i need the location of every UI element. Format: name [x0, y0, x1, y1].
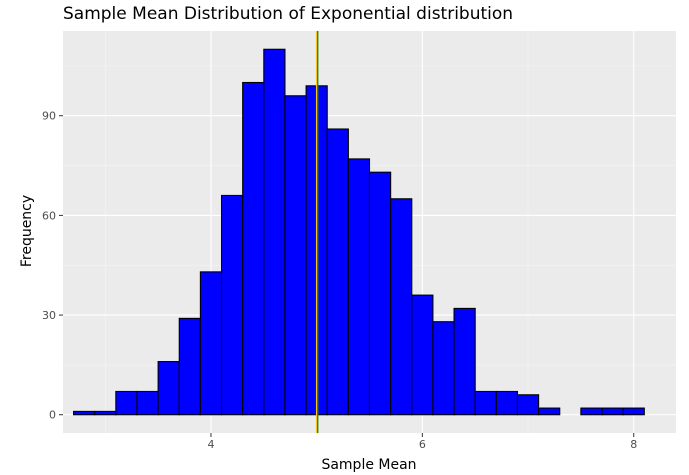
- histogram-bar: [178, 317, 201, 416]
- y-tick-label: 90: [42, 110, 56, 123]
- histogram-bar: [622, 407, 645, 416]
- histogram-bar: [538, 407, 561, 416]
- histogram-bar: [390, 198, 413, 416]
- histogram-bar: [284, 95, 307, 416]
- histogram-bar: [432, 321, 455, 416]
- histogram-bar: [601, 407, 624, 416]
- histogram-bar: [495, 390, 519, 416]
- histogram-bar: [157, 361, 180, 416]
- histogram-bar: [263, 48, 286, 416]
- histogram-bar: [580, 407, 603, 416]
- histogram-bar: [516, 394, 540, 416]
- histogram-bar: [73, 410, 96, 416]
- histogram-bar: [411, 294, 434, 416]
- x-tick-label: 4: [207, 438, 214, 451]
- y-tick-label: 0: [49, 409, 56, 422]
- histogram-bar: [368, 171, 392, 416]
- histogram-bar: [474, 390, 497, 416]
- x-tick-label: 8: [630, 438, 637, 451]
- x-axis-title: Sample Mean: [321, 457, 416, 473]
- histogram-bar: [326, 128, 349, 416]
- histogram-bar: [220, 194, 244, 416]
- histogram-bar: [136, 390, 159, 416]
- y-tick-label: 60: [42, 209, 56, 222]
- mean-lines: [315, 31, 319, 433]
- histogram-bar: [199, 271, 223, 416]
- chart-title: Sample Mean Distribution of Exponential …: [63, 4, 513, 24]
- x-axis: 4 6 8: [207, 433, 637, 451]
- histogram-bar: [242, 81, 265, 416]
- histogram-bar: [347, 158, 371, 416]
- y-tick-label: 30: [42, 309, 56, 322]
- y-axis-title: Frequency: [19, 195, 35, 267]
- histogram-bar: [94, 410, 117, 416]
- x-tick-label: 6: [419, 438, 426, 451]
- histogram-bar: [453, 307, 476, 416]
- y-axis: 0 30 60 90: [42, 110, 63, 422]
- histogram-bar: [115, 390, 138, 416]
